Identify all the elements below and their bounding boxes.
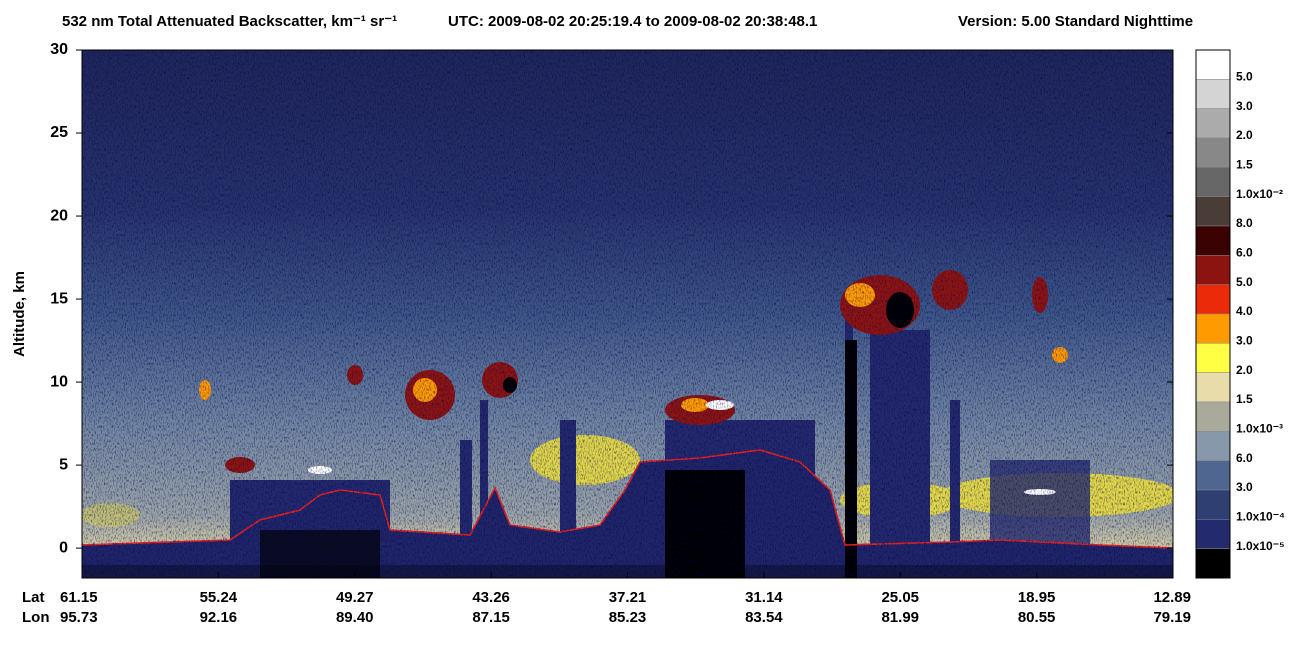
y-tick-label: 30 — [50, 41, 68, 58]
colorbar-label: 2.0 — [1236, 363, 1253, 377]
x-tick-label: 80.55 — [1018, 609, 1056, 626]
x-tick-label: 92.16 — [200, 609, 238, 626]
colorbar-swatch — [1195, 225, 1231, 256]
colorbar-label: 5.0 — [1236, 70, 1253, 84]
y-axis-label: Altitude, km — [11, 271, 28, 357]
version: Version: 5.00 Standard Nighttime — [958, 13, 1193, 30]
colorbar-label: 8.0 — [1236, 216, 1253, 230]
colorbar-swatch — [1195, 108, 1231, 139]
x-tick-label: 81.99 — [881, 609, 919, 626]
y-tick-label: 10 — [50, 373, 68, 390]
colorbar-swatch — [1195, 79, 1231, 109]
axes: 0 5 10 15 20 25 30 Lat 61.15 55.24 49.27 43.26 37.21… — [22, 41, 1191, 626]
colorbar-swatch — [1195, 489, 1231, 520]
colorbar-swatch — [1195, 548, 1231, 579]
colorbar-swatch — [1195, 401, 1231, 432]
colorbar-swatch — [1195, 372, 1231, 403]
colorbar-swatch — [1195, 519, 1231, 549]
y-tick-label: 5 — [59, 456, 68, 473]
colorbar-swatch — [1195, 137, 1231, 168]
x-tick-label: 95.73 — [60, 609, 98, 626]
title: 532 nm Total Attenuated Backscatter, km⁻… — [62, 13, 397, 30]
colorbar-swatch — [1195, 196, 1231, 227]
x-row-name: Lat — [22, 589, 45, 606]
colorbar-label: 1.5 — [1236, 158, 1253, 172]
colorbar-label: 3.0 — [1236, 334, 1253, 348]
x-tick-label: 25.05 — [881, 589, 919, 606]
colorbar-swatch — [1195, 49, 1231, 80]
colorbar-label: 1.0x10⁻⁴ — [1236, 510, 1285, 524]
colorbar-label: 4.0 — [1236, 304, 1253, 318]
colorbar-label: 6.0 — [1236, 246, 1253, 260]
x-tick-label: 18.95 — [1018, 589, 1056, 606]
y-tick-label: 20 — [50, 207, 68, 224]
colorbar-label: 5.0 — [1236, 275, 1253, 289]
x-tick-label: 31.14 — [745, 589, 783, 606]
colorbar: 5.0 3.0 2.0 1.5 1.0x10⁻² 8.0 6.0 5.0 4.0 3.0 2.0 1.… — [1195, 49, 1285, 579]
y-tick-label: 25 — [50, 124, 68, 141]
colorbar-swatch — [1195, 167, 1231, 197]
x-tick-label: 43.26 — [472, 589, 510, 606]
colorbar-label: 1.0x10⁻³ — [1236, 422, 1283, 436]
curtain — [82, 50, 1173, 578]
x-row-name: Lon — [22, 609, 50, 626]
colorbar-label: 1.5 — [1236, 392, 1253, 406]
y-tick-label: 0 — [59, 539, 68, 556]
x-tick-label: 49.27 — [336, 589, 374, 606]
speckle — [82, 50, 1173, 578]
time-range: UTC: 2009-08-02 20:25:19.4 to 2009-08-02… — [448, 13, 817, 30]
colorbar-swatch — [1195, 431, 1231, 461]
x-tick-label: 89.40 — [336, 609, 374, 626]
colorbar-swatch — [1195, 460, 1231, 491]
colorbar-label: 3.0 — [1236, 99, 1253, 113]
colorbar-swatch — [1195, 343, 1231, 373]
x-tick-label: 61.15 — [60, 589, 98, 606]
colorbar-label: 1.0x10⁻² — [1236, 187, 1283, 201]
y-tick-label: 15 — [50, 290, 68, 307]
colorbar-label: 1.0x10⁻⁵ — [1236, 539, 1285, 553]
x-tick-label: 37.21 — [609, 589, 647, 606]
x-tick-label: 83.54 — [745, 609, 783, 626]
colorbar-label: 6.0 — [1236, 451, 1253, 465]
x-tick-label: 55.24 — [200, 589, 238, 606]
colorbar-frame — [1195, 49, 1231, 579]
x-tick-label: 79.19 — [1153, 609, 1191, 626]
colorbar-swatch — [1195, 284, 1231, 315]
colorbar-swatch — [1195, 313, 1231, 344]
x-tick-label: 12.89 — [1153, 589, 1191, 606]
colorbar-swatch — [1195, 255, 1231, 285]
x-tick-label: 85.23 — [609, 609, 647, 626]
colorbar-label: 2.0 — [1236, 128, 1253, 142]
colorbar-label: 3.0 — [1236, 480, 1253, 494]
x-tick-label: 87.15 — [472, 609, 510, 626]
